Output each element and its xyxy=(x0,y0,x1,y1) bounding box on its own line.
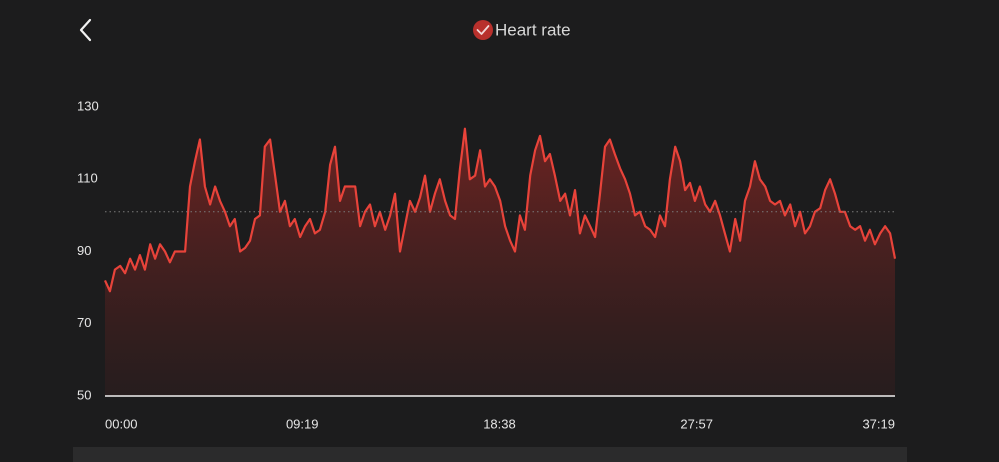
x-tick-label: 27:57 xyxy=(680,416,713,431)
bottom-panel xyxy=(73,447,907,462)
y-tick-label: 50 xyxy=(77,387,91,402)
x-tick-label: 37:19 xyxy=(862,416,895,431)
x-tick-label: 00:00 xyxy=(105,416,138,431)
x-tick-label: 18:38 xyxy=(483,416,516,431)
line xyxy=(103,127,897,293)
check-mark xyxy=(476,25,490,35)
check-circle xyxy=(473,20,493,40)
chart-title: Heart rate xyxy=(495,20,571,39)
y-tick-label: 130 xyxy=(77,98,99,113)
y-tick-label: 90 xyxy=(77,243,91,258)
series-toggle[interactable]: Heart rate xyxy=(473,20,571,40)
y-tick-label: 110 xyxy=(77,171,98,186)
y-tick-label: 70 xyxy=(77,315,91,330)
area-fill xyxy=(105,128,895,396)
back-button[interactable] xyxy=(79,18,92,42)
x-tick-label: 09:19 xyxy=(286,416,319,431)
